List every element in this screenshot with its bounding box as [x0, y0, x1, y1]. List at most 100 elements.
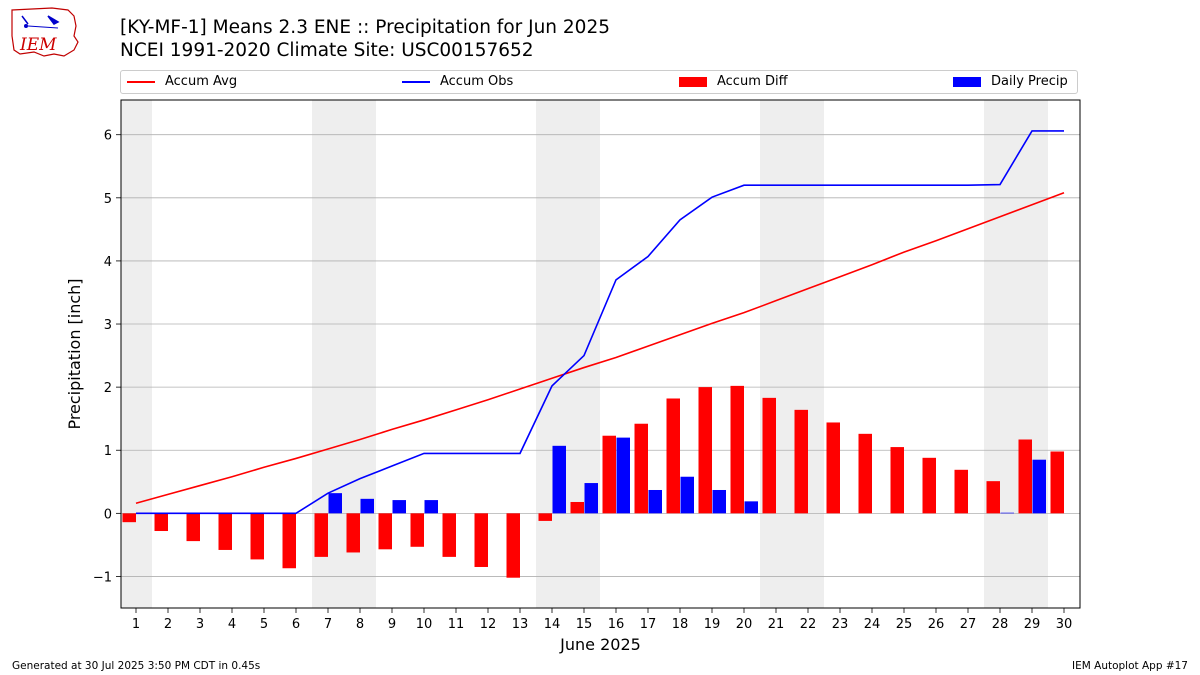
bar-daily-precip [584, 483, 598, 514]
x-tick-label: 11 [448, 617, 465, 632]
y-tick-label: 6 [104, 129, 112, 144]
bar-accum-diff [666, 398, 680, 514]
legend: Accum Avg Accum Obs Accum Diff Daily Pre… [120, 70, 1078, 94]
legend-label-accum-obs: Accum Obs [440, 74, 514, 89]
x-tick-label: 24 [864, 617, 881, 632]
bar-accum-diff [346, 513, 360, 553]
x-tick-label: 2 [164, 617, 172, 632]
bar-accum-diff [794, 409, 808, 514]
x-tick-label: 19 [704, 617, 721, 632]
x-tick-label: 12 [480, 617, 497, 632]
x-tick-label: 17 [640, 617, 657, 632]
footer-app: IEM Autoplot App #17 [1072, 660, 1188, 672]
iem-logo: IEM [11, 7, 79, 57]
bar-accum-diff [538, 513, 552, 521]
x-tick-label: 18 [672, 617, 689, 632]
x-tick-label: 1 [132, 617, 140, 632]
x-tick-label: 21 [768, 617, 785, 632]
weekend-shade [1016, 100, 1048, 608]
bar-accum-diff [858, 433, 872, 514]
x-tick-label: 5 [260, 617, 268, 632]
bar-accum-diff [314, 513, 328, 557]
y-tick-label: 0 [104, 507, 112, 522]
bar-daily-precip [680, 476, 694, 514]
bar-daily-precip [712, 489, 726, 514]
weekend-shade [792, 100, 824, 608]
svg-text:IEM: IEM [19, 35, 57, 55]
x-tick-label: 20 [736, 617, 753, 632]
chart-subtitle: NCEI 1991-2020 Climate Site: USC00157652 [120, 40, 534, 61]
bar-accum-diff [442, 513, 456, 557]
bar-accum-diff [762, 397, 776, 514]
bar-accum-diff [474, 513, 488, 567]
chart-title: [KY-MF-1] Means 2.3 ENE :: Precipitation… [120, 17, 610, 38]
x-tick-label: 28 [992, 617, 1009, 632]
y-tick-label: 1 [104, 444, 112, 459]
bar-accum-diff [922, 457, 936, 514]
bar-accum-diff [154, 513, 168, 532]
y-axis-label: Precipitation [inch] [65, 278, 84, 429]
bar-accum-diff [698, 387, 712, 514]
x-tick-label: 9 [388, 617, 396, 632]
y-tick-label: 3 [104, 318, 112, 333]
legend-swatch-accum-diff [679, 76, 707, 87]
bar-accum-diff [186, 513, 200, 542]
bar-daily-precip [360, 498, 374, 514]
x-tick-label: 30 [1056, 617, 1073, 632]
legend-swatch-accum-obs [402, 80, 430, 83]
weekend-shade [121, 100, 152, 608]
bar-accum-diff [122, 513, 136, 523]
x-tick-label: 26 [928, 617, 945, 632]
bar-accum-diff [282, 513, 296, 569]
x-axis-label: June 2025 [559, 635, 641, 654]
y-tick-label: 5 [104, 192, 112, 207]
x-tick-label: 6 [292, 617, 300, 632]
bar-daily-precip [424, 500, 438, 514]
bar-accum-diff [570, 501, 584, 514]
x-tick-label: 7 [324, 617, 332, 632]
x-tick-label: 14 [544, 617, 561, 632]
bar-accum-diff [1050, 451, 1064, 514]
bar-accum-diff [250, 513, 264, 560]
bar-accum-diff [730, 385, 744, 514]
bar-accum-diff [378, 513, 392, 550]
bar-daily-precip [616, 437, 630, 514]
bar-daily-precip [1000, 512, 1014, 514]
bar-accum-diff [506, 513, 520, 578]
bar-accum-diff [634, 423, 648, 514]
bar-daily-precip [648, 489, 662, 514]
legend-swatch-accum-avg [127, 80, 155, 83]
bar-daily-precip [744, 501, 758, 514]
bar-accum-diff [602, 435, 616, 514]
x-tick-label: 3 [196, 617, 204, 632]
y-tick-label: −1 [93, 570, 112, 585]
x-tick-label: 29 [1024, 617, 1041, 632]
legend-swatch-daily-precip [953, 76, 981, 87]
legend-label-accum-diff: Accum Diff [717, 74, 788, 89]
x-tick-label: 4 [228, 617, 236, 632]
bar-accum-diff [954, 469, 968, 514]
footer-generated: Generated at 30 Jul 2025 3:50 PM CDT in … [12, 660, 261, 672]
bar-accum-diff [986, 481, 1000, 514]
x-tick-label: 16 [608, 617, 625, 632]
x-tick-label: 22 [800, 617, 817, 632]
x-tick-label: 15 [576, 617, 593, 632]
x-tick-label: 13 [512, 617, 529, 632]
line-accum-obs [136, 130, 1064, 515]
x-tick-label: 25 [896, 617, 913, 632]
bar-daily-precip [1032, 459, 1046, 514]
bar-accum-diff [826, 422, 840, 514]
weekend-shade [984, 100, 1016, 608]
bar-accum-diff [218, 513, 232, 550]
legend-label-accum-avg: Accum Avg [165, 74, 238, 89]
plot-frame [120, 99, 1081, 609]
bar-accum-diff [410, 513, 424, 547]
weekend-shade [536, 100, 568, 608]
x-tick-label: 10 [416, 617, 433, 632]
legend-item-accum-diff: Accum Diff [679, 74, 788, 89]
legend-label-daily-precip: Daily Precip [991, 74, 1068, 89]
line-accum-avg [135, 192, 1065, 505]
y-tick-label: 2 [104, 381, 112, 396]
bar-daily-precip [392, 500, 406, 514]
